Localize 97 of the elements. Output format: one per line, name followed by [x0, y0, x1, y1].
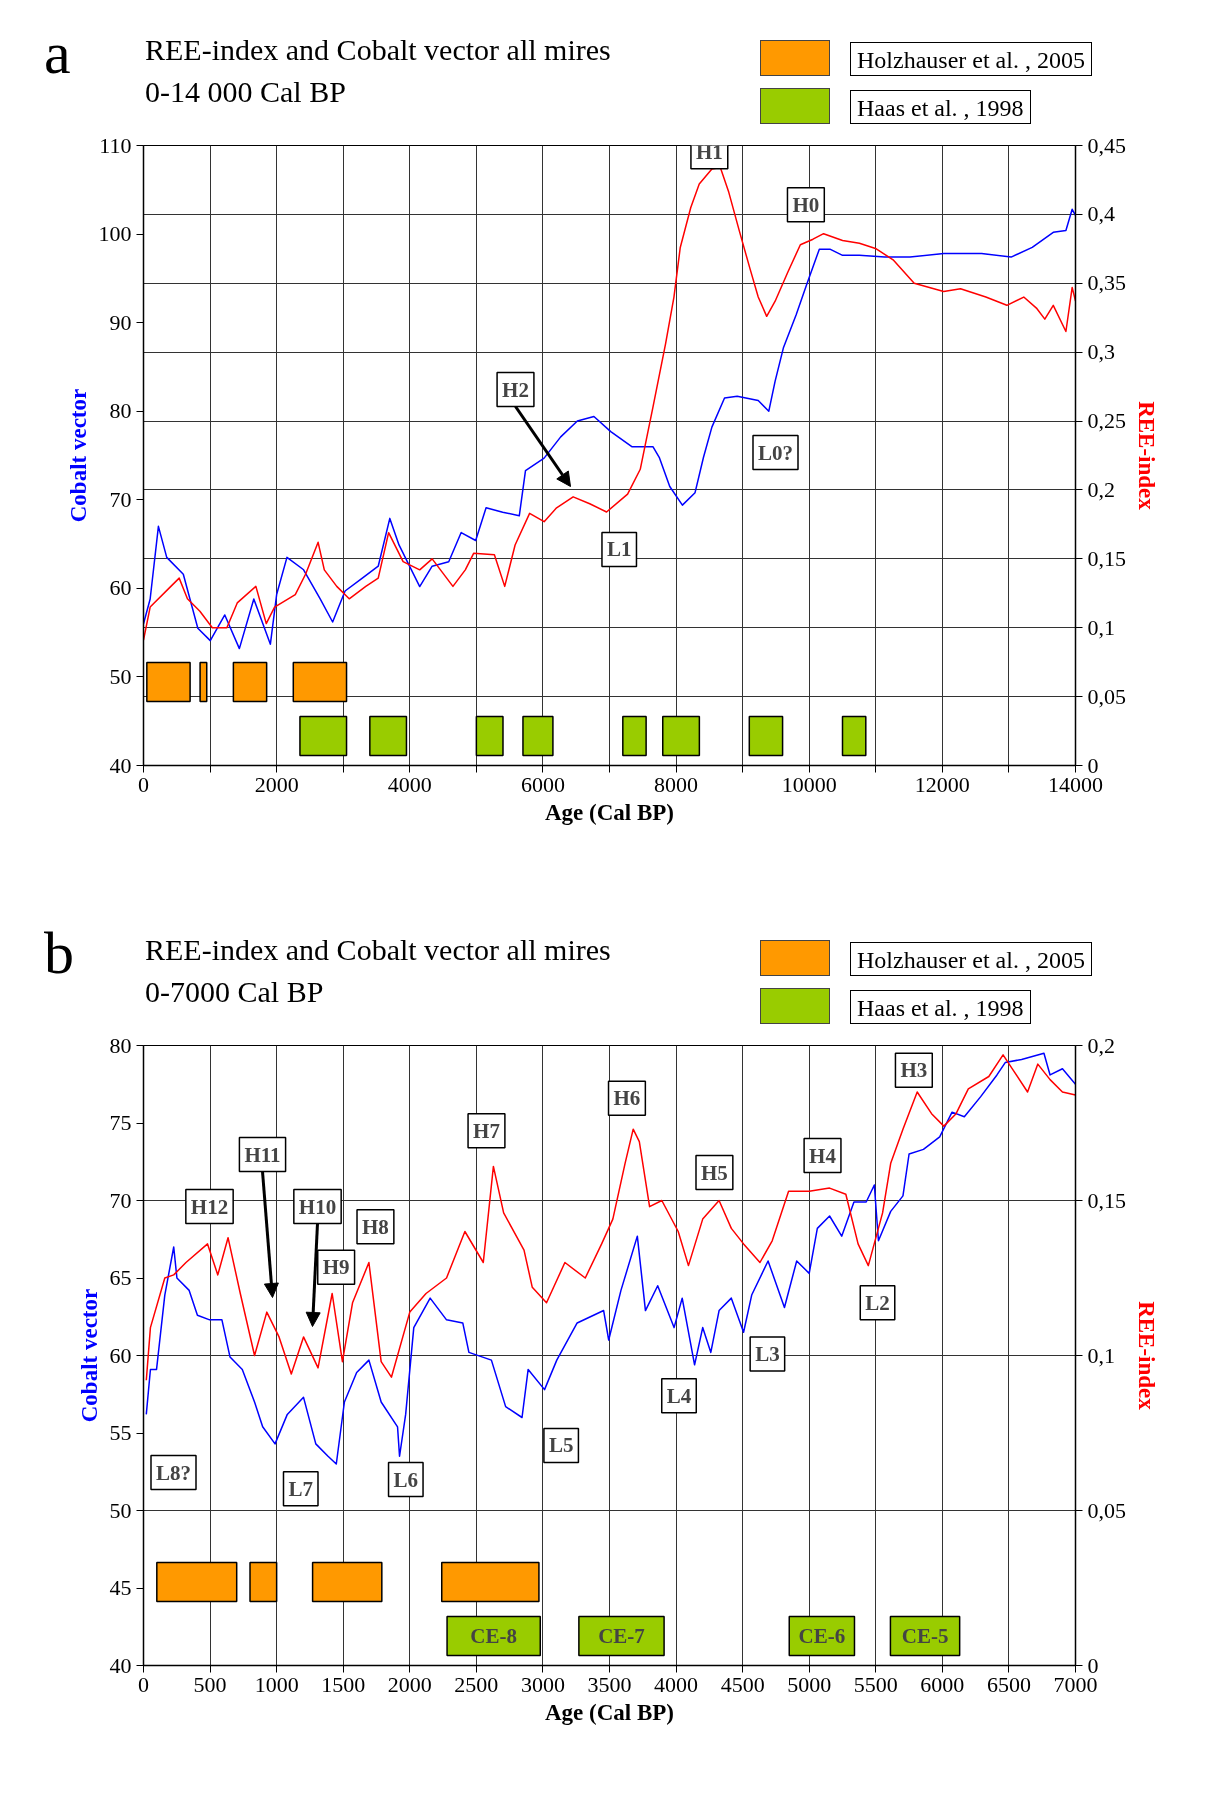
x-tick-label: 6000	[920, 1671, 965, 1697]
y-tick-label: 40	[109, 1652, 132, 1678]
annotation: H12	[190, 1194, 229, 1219]
y-tick-label: 55	[109, 1420, 132, 1445]
annotation: L4	[666, 1383, 692, 1408]
y2-tick-label: 0,15	[1087, 545, 1126, 571]
y2-tick-label: 0,4	[1087, 201, 1115, 227]
x-tick-label: 2000	[254, 771, 299, 797]
y-tick-label: 80	[109, 1032, 132, 1058]
y-tick-label: 70	[109, 486, 132, 512]
band-label: CE-8	[470, 1624, 517, 1648]
annotation: H10	[298, 1194, 337, 1219]
chart-subtitle: 0-14 000 Cal BP	[145, 74, 346, 110]
annotation: L8?	[156, 1460, 192, 1485]
y-tick-label: 40	[109, 752, 132, 778]
y-tick-label: 90	[109, 309, 132, 335]
x-tick-label: 4500	[720, 1671, 765, 1697]
y-tick-label: 45	[109, 1575, 132, 1600]
annotation: L5	[548, 1433, 574, 1458]
line-series	[145, 1054, 1076, 1382]
y-tick-label: 50	[109, 1497, 132, 1523]
x-tick-label: 6000	[520, 771, 565, 797]
text: b	[44, 919, 74, 988]
y-axis-title: Cobalt vector	[76, 1288, 102, 1423]
y-tick-label: 70	[109, 1187, 132, 1213]
x-tick-label: 0	[138, 1671, 149, 1697]
y-tick-label: 65	[109, 1265, 132, 1290]
y-tick-label: 75	[109, 1110, 132, 1135]
y2-tick-label: 0,45	[1087, 132, 1126, 158]
x-tick-label: 8000	[654, 771, 699, 797]
y2-axis-title: REE-index	[1134, 1301, 1159, 1411]
annotation: L2	[865, 1290, 890, 1315]
text: Holzhauser et al. , 2005	[850, 942, 1092, 976]
x-tick-label: 0	[138, 771, 149, 797]
annotation: H9	[322, 1255, 350, 1280]
x-tick-label: 5500	[853, 1671, 898, 1697]
annotation: H4	[809, 1143, 837, 1168]
annotation: H5	[701, 1160, 728, 1185]
chart-title: REE-index and Cobalt vector all mires	[145, 32, 611, 68]
y2-tick-label: 0,15	[1087, 1187, 1126, 1213]
y-tick-label: 60	[109, 1342, 132, 1368]
y2-tick-label: 0,3	[1087, 339, 1115, 365]
annotation: L0?	[758, 440, 794, 465]
y2-tick-label: 0,05	[1087, 683, 1126, 709]
x-axis-title: Age (Cal BP)	[544, 1699, 675, 1725]
x-tick-label: 1000	[254, 1671, 299, 1697]
annotation: H6	[613, 1086, 641, 1111]
y2-axis-title: REE-index	[1134, 401, 1159, 511]
x-tick-label: 10000	[781, 771, 837, 797]
x-tick-label: 4000	[654, 1671, 699, 1697]
annotation: H3	[900, 1058, 928, 1083]
x-tick-label: 2500	[454, 1671, 499, 1697]
annotation: L6	[393, 1467, 419, 1492]
x-tick-label: 5000	[787, 1671, 832, 1697]
text: a	[44, 19, 71, 88]
y-tick-label: 80	[109, 398, 132, 424]
chart-title: REE-index and Cobalt vector all mires	[145, 932, 611, 968]
y-tick-label: 50	[109, 663, 132, 689]
line-series	[145, 1052, 1076, 1465]
x-tick-label: 2000	[387, 1671, 432, 1697]
x-tick-label: 1500	[321, 1671, 366, 1697]
y2-tick-label: 0	[1087, 1652, 1099, 1678]
x-tick-label: 500	[193, 1671, 227, 1697]
annotation: L1	[606, 537, 632, 562]
band-label: CE-6	[798, 1624, 846, 1648]
annotation: H11	[244, 1142, 281, 1167]
y-tick-label: 110	[99, 132, 132, 158]
x-tick-label: 4000	[387, 771, 432, 797]
annotation: L7	[288, 1476, 313, 1501]
y2-tick-label: 0,25	[1087, 408, 1126, 434]
x-tick-label: 6500	[986, 1671, 1031, 1697]
x-tick-label: 12000	[914, 771, 970, 797]
text: Haas et al. , 1998	[850, 90, 1031, 124]
annotation: H0	[792, 192, 820, 217]
x-tick-label: 3500	[587, 1671, 632, 1697]
y2-tick-label: 0,1	[1087, 1342, 1115, 1368]
x-tick-label: 3000	[520, 1671, 565, 1697]
y2-tick-label: 0,35	[1087, 270, 1126, 296]
annotation: H2	[502, 377, 529, 402]
text: Holzhauser et al. , 2005	[850, 42, 1092, 76]
y-tick-label: 60	[109, 575, 132, 601]
y-axis-title: Cobalt vector	[65, 388, 91, 523]
y-tick-label: 100	[98, 221, 132, 247]
band-label: CE-7	[598, 1624, 645, 1648]
annotation: H8	[362, 1214, 389, 1239]
y2-tick-label: 0,2	[1087, 1032, 1115, 1058]
y2-tick-label: 0,05	[1087, 1497, 1126, 1523]
y2-tick-label: 0	[1087, 752, 1099, 778]
y2-tick-label: 0,1	[1087, 614, 1115, 640]
y2-tick-label: 0,2	[1087, 476, 1115, 502]
text: Haas et al. , 1998	[850, 990, 1031, 1024]
annotation: H1	[695, 139, 723, 164]
annotation: L3	[755, 1341, 780, 1366]
band-label: CE-5	[901, 1624, 949, 1648]
chart-subtitle: 0-7000 Cal BP	[145, 974, 324, 1010]
x-axis-title: Age (Cal BP)	[544, 799, 675, 825]
annotation: H7	[473, 1118, 500, 1143]
